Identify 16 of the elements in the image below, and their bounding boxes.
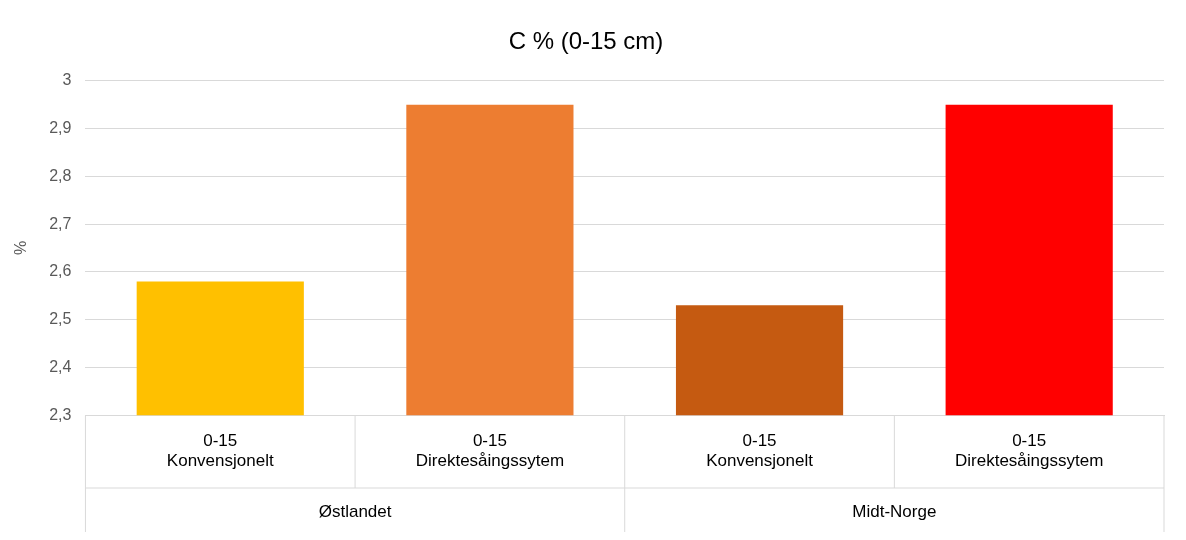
y-tick-label: 2,3 — [49, 405, 72, 423]
x-tick-label: 0-15 Konvensjonelt — [706, 431, 814, 471]
y-axis-title: % — [12, 240, 30, 256]
y-tick-label: 2,4 — [49, 357, 72, 375]
y-tick-label: 2,8 — [49, 166, 72, 184]
x-tick-label: 0-15 Konvensjonelt — [166, 431, 274, 471]
chart-title: C % (0-15 cm) — [508, 27, 664, 55]
y-tick-label: 3 — [62, 71, 72, 89]
x-tick-label: 0-15 Direktesåingssytem — [955, 431, 1104, 471]
text: Østlandet — [318, 501, 392, 521]
x-tick-label: 0-15 Direktesåingssytem — [415, 431, 565, 471]
y-tick-label: 2,5 — [49, 310, 72, 328]
text: Midt-Norge — [852, 501, 937, 521]
y-tick-label: 2,7 — [49, 214, 72, 232]
y-tick-label: 2,6 — [49, 262, 72, 280]
y-tick-label: 2,9 — [49, 118, 72, 136]
